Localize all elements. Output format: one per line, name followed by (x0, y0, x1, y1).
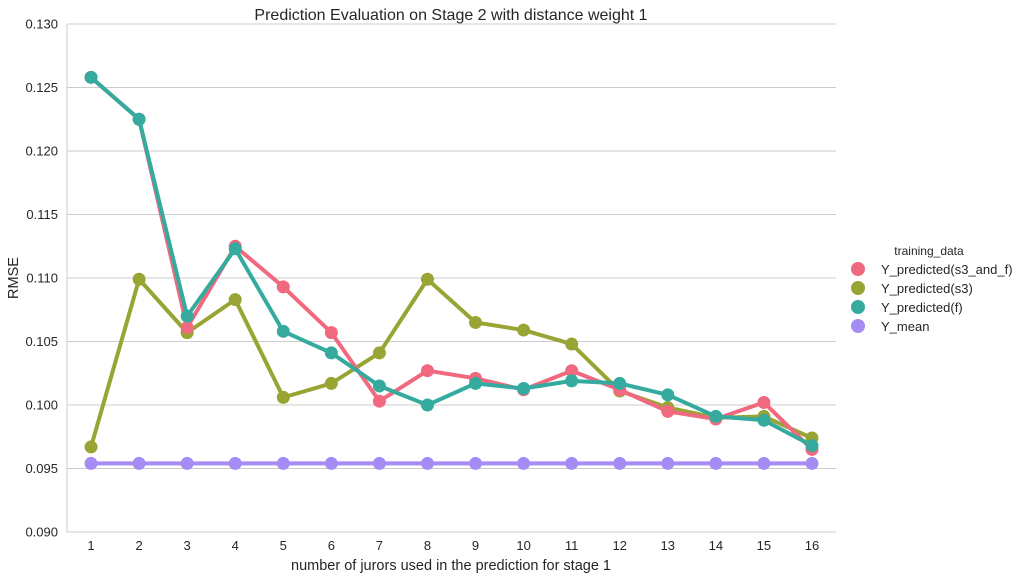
data-point (180, 456, 194, 470)
y-tick-label: 0.120 (25, 144, 58, 159)
x-tick-label: 15 (757, 538, 771, 553)
legend-label: Y_predicted(f) (881, 300, 963, 315)
y-tick-label: 0.090 (25, 525, 58, 540)
data-point (661, 388, 675, 402)
data-point (324, 326, 338, 340)
x-tick-label: 3 (184, 538, 191, 553)
data-point (228, 293, 242, 307)
series-layer (84, 70, 819, 470)
legend-marker (851, 300, 865, 314)
data-point (709, 409, 723, 423)
data-point (613, 376, 627, 390)
legend-title: training_data (894, 244, 964, 258)
x-tick-label: 8 (424, 538, 431, 553)
x-tick-label: 14 (709, 538, 723, 553)
data-point (757, 413, 771, 427)
y-tick-label: 0.105 (25, 334, 58, 349)
y-tick-label: 0.110 (26, 271, 58, 286)
data-point (276, 324, 290, 338)
x-tick-label: 7 (376, 538, 383, 553)
data-point (661, 456, 675, 470)
series-line (89, 75, 814, 451)
data-point (372, 346, 386, 360)
data-point (805, 456, 819, 470)
x-tick-label: 12 (612, 538, 626, 553)
series-1 (84, 272, 819, 454)
series-line (89, 277, 813, 448)
data-point (565, 364, 579, 378)
series-2 (84, 70, 819, 453)
x-tick-label: 5 (280, 538, 287, 553)
data-point (228, 456, 242, 470)
y-tick-label: 0.095 (25, 461, 58, 476)
data-point (372, 394, 386, 408)
y-tick-label: 0.115 (26, 207, 58, 222)
data-point (84, 456, 98, 470)
data-point (276, 280, 290, 294)
legend-marker (851, 281, 865, 295)
data-point (757, 456, 771, 470)
x-tick-label: 16 (805, 538, 819, 553)
x-tick-label: 6 (328, 538, 335, 553)
y-axis-title: RMSE (6, 257, 22, 299)
data-point (420, 272, 434, 286)
data-point (84, 70, 98, 84)
data-point (420, 456, 434, 470)
data-point (469, 376, 483, 390)
data-point (132, 272, 146, 286)
grid (66, 23, 836, 533)
x-tick-label: 11 (565, 538, 579, 553)
data-point (324, 346, 338, 360)
x-tick-label: 10 (516, 538, 530, 553)
legend-label: Y_predicted(s3_and_f) (881, 262, 1013, 277)
data-point (228, 242, 242, 256)
series-3 (84, 456, 819, 470)
data-point (469, 315, 483, 329)
data-point (757, 395, 771, 409)
data-point (613, 456, 627, 470)
legend-marker (851, 262, 865, 276)
x-tick-label: 1 (87, 538, 94, 553)
legend-label: Y_mean (881, 319, 929, 334)
data-point (324, 456, 338, 470)
data-point (132, 112, 146, 126)
data-point (565, 374, 579, 388)
data-point (372, 379, 386, 393)
data-point (180, 309, 194, 323)
data-point (565, 337, 579, 351)
data-point (180, 321, 194, 335)
data-point (132, 456, 146, 470)
series-line (89, 75, 813, 448)
chart-title: Prediction Evaluation on Stage 2 with di… (254, 7, 647, 24)
x-tick-label: 9 (472, 538, 479, 553)
data-point (469, 456, 483, 470)
data-point (565, 456, 579, 470)
data-point (420, 398, 434, 412)
data-point (709, 456, 723, 470)
x-axis-title: number of jurors used in the prediction … (291, 558, 611, 574)
legend-marker (851, 319, 865, 333)
data-point (276, 390, 290, 404)
data-point (661, 404, 675, 418)
y-tick-label: 0.130 (25, 17, 58, 32)
legend: training_data Y_predicted(s3_and_f) Y_pre… (851, 244, 1013, 334)
data-point (324, 376, 338, 390)
data-point (517, 381, 531, 395)
y-tick-label: 0.125 (25, 80, 58, 95)
data-point (517, 323, 531, 337)
y-tick-label: 0.100 (25, 398, 58, 413)
data-point (276, 456, 290, 470)
series-0 (84, 70, 819, 456)
data-point (517, 456, 531, 470)
x-tick-label: 4 (232, 538, 239, 553)
x-tick-label: 13 (661, 538, 675, 553)
data-point (805, 439, 819, 453)
x-tick-label: 2 (135, 538, 142, 553)
data-point (372, 456, 386, 470)
data-point (420, 364, 434, 378)
legend-label: Y_predicted(s3) (881, 281, 973, 296)
ticks: 0.090 0.095 0.100 0.105 0.110 0.115 0.120 0.125… (25, 17, 819, 554)
data-point (84, 440, 98, 454)
